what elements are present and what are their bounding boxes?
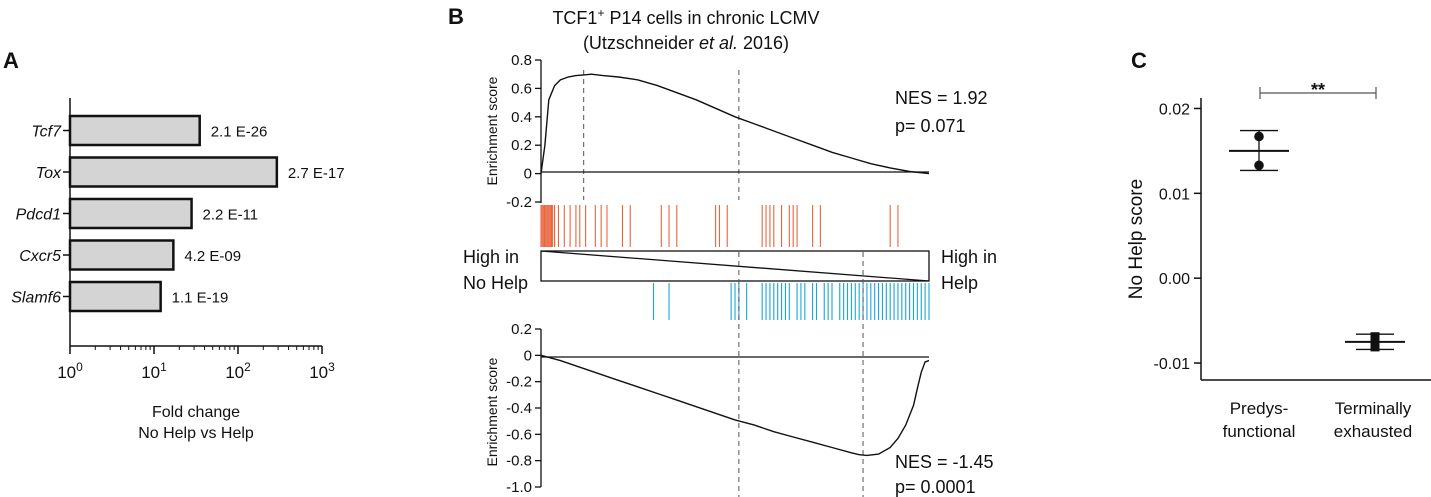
c-category-label-2b: exhausted [1334,422,1412,441]
panel-label-c: C [1131,48,1147,73]
c-point-circle [1254,160,1264,171]
a-pvalue-label: 4.2 E-09 [184,248,241,265]
b-left-label-line2: No Help [463,273,528,293]
panel-c-scatter: 0.02 0.01 0.00 -0.01 No Help score ** Predy… [1126,80,1431,441]
c-significance-stars: ** [1311,80,1325,100]
panel-b-gsea: TCF1+ P14 cells in chronic LCMV (Utzschn… [463,6,997,497]
b-title-line2: (Utzschneider et al. 2016) [583,33,789,53]
a-xlabel-line1: Fold change [152,404,240,421]
c-category-label-1a: Predys- [1230,399,1289,418]
a-bar-slamf6 [68,280,162,313]
a-xtick-label: 100 [57,360,83,382]
c-ytick-label: 0.02 [1159,101,1190,118]
b-ytick-label: -0.2 [506,194,532,211]
a-gene-label: Tox [36,165,62,182]
b-top-nes: NES = 1.92 [895,88,988,108]
a-bar-tcf7 [68,114,201,147]
a-bar-cxcr5 [68,239,175,271]
a-bar-pdcd1 [68,197,193,230]
c-ytick-label: -0.01 [1154,356,1191,373]
b-ytick-label: 0.8 [511,52,532,69]
b-ytick-label: -0.8 [506,453,532,470]
c-ytick-label: 0.00 [1159,271,1190,288]
a-gene-label: Slamf6 [11,290,61,307]
b-bottom-nes: NES = -1.45 [895,452,994,472]
a-pvalue-label: 2.2 E-11 [203,207,259,224]
a-xtick-label: 103 [309,360,335,382]
panel-label-b: B [448,4,464,29]
a-xtick-label: 102 [225,360,251,382]
b-ytick-label: 0 [524,347,532,364]
b-rank-diagonal [540,250,930,282]
a-xlabel-line2: No Help vs Help [138,425,254,442]
b-bottom-enrichment-curve [540,354,930,457]
c-category-label-1b: functional [1223,422,1296,441]
b-top-ylabel: Enrichment score [484,76,500,185]
a-bar-tox [68,156,279,188]
c-point-square [1370,342,1380,352]
a-gene-label: Cxcr5 [19,248,61,265]
b-ytick-label: 0.2 [511,321,532,338]
c-point-square [1370,332,1380,342]
a-pvalue-label: 2.7 E-17 [288,165,345,182]
a-xtick-label: 101 [141,360,167,382]
c-ylabel: No Help score [1126,179,1147,299]
b-ytick-label: 0.2 [511,137,532,154]
b-right-label-line2: Help [941,273,978,293]
panel-a-bar-chart: Tcf7 2.1 E-26 Tox 2.7 E-17 Pdcd1 2.2 E-11 Cxcr… [11,98,345,442]
c-ytick-label: 0.01 [1159,186,1190,203]
a-pvalue-label: 1.1 E-19 [172,290,229,307]
b-title-line1: TCF1+ P14 cells in chronic LCMV [552,6,819,28]
b-ytick-label: -0.6 [506,426,532,443]
b-top-enrichment-curve [540,73,930,175]
b-top-p: p= 0.071 [895,116,966,136]
c-point-circle [1254,131,1264,142]
a-pvalue-label: 2.1 E-26 [211,124,268,141]
b-ytick-label: 0.4 [511,109,532,126]
b-left-label-line1: High in [463,247,519,267]
b-bottom-p: p= 0.0001 [895,477,976,497]
c-category-label-2a: Terminally [1335,399,1412,418]
panel-label-a: A [3,48,19,73]
b-ytick-label: 0 [524,166,532,183]
b-bottom-ylabel: Enrichment score [484,357,500,466]
b-ytick-label: -1.0 [506,479,532,496]
b-ytick-label: -0.2 [506,374,532,391]
b-right-label-line1: High in [941,247,997,267]
a-gene-label: Pdcd1 [16,207,61,224]
b-ytick-label: -0.4 [506,400,532,417]
b-ytick-label: 0.6 [511,80,532,97]
a-gene-label: Tcf7 [31,124,62,141]
